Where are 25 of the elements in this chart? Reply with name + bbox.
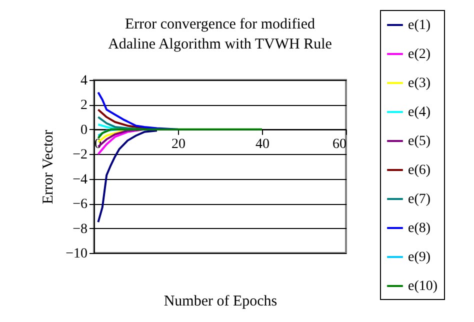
legend-label: e(3) — [408, 76, 431, 91]
y-tick-label: −10 — [66, 246, 88, 262]
legend-label: e(5) — [408, 134, 431, 149]
x-tick-label: 20 — [172, 136, 186, 152]
y-tick-label: 2 — [80, 98, 88, 114]
legend-label: e(7) — [408, 192, 431, 207]
legend-label: e(4) — [408, 105, 431, 120]
legend-label: e(8) — [408, 221, 431, 236]
y-tick-label: −6 — [72, 197, 88, 212]
y-tick-label: −2 — [72, 148, 88, 163]
legend-label: e(1) — [408, 18, 431, 33]
line-series — [97, 130, 158, 224]
legend-label: e(6) — [408, 163, 431, 178]
y-tick-label: −4 — [72, 172, 88, 188]
x-tick-label: 40 — [256, 136, 270, 152]
legend-label: e(2) — [408, 47, 431, 62]
x-tick-label: 60 — [332, 136, 346, 152]
chart-title: Error convergence for modified Adaline Algorithm with TVWH Rule — [108, 16, 332, 52]
y-tick-label: 0 — [80, 122, 88, 138]
y-tick-label: 4 — [80, 74, 88, 88]
x-axis-title: Number of Epochs — [164, 294, 278, 310]
legend-label: e(9) — [408, 250, 431, 265]
y-tick-label: −8 — [72, 222, 88, 237]
y-axis-title: Error Vector — [40, 130, 57, 204]
legend-label: e(10) — [408, 279, 438, 294]
